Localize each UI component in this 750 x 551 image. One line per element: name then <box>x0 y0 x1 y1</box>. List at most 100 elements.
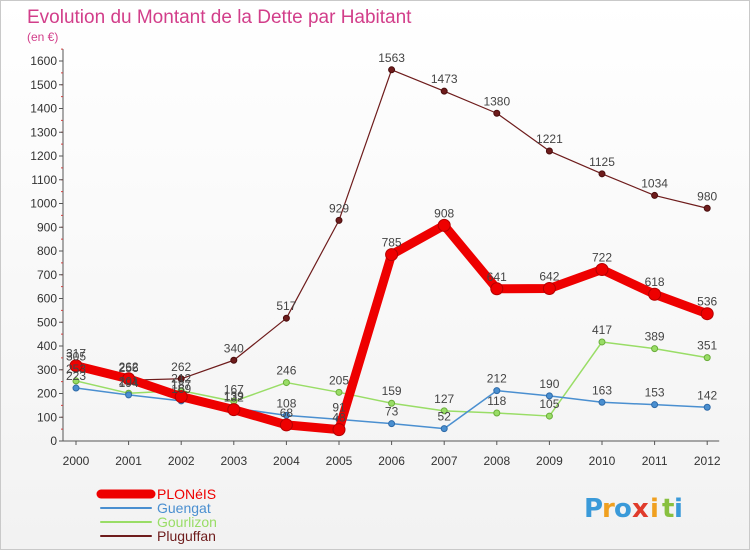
data-label: 1380 <box>483 94 510 108</box>
y-tick-label: 800 <box>37 244 57 258</box>
data-label: 536 <box>697 295 717 309</box>
data-point <box>72 377 80 385</box>
data-label: 246 <box>276 364 296 378</box>
data-point <box>385 248 399 262</box>
data-label: 340 <box>224 341 244 355</box>
data-label: 1473 <box>431 72 458 86</box>
data-point <box>493 387 501 395</box>
data-point <box>122 372 136 386</box>
y-tick-label: 600 <box>37 292 57 306</box>
data-label: 305 <box>66 350 86 364</box>
data-point <box>335 216 343 224</box>
x-tick-label: 2010 <box>589 454 616 468</box>
logo-letter: i <box>674 494 683 524</box>
x-tick-label: 2003 <box>220 454 247 468</box>
data-point <box>545 147 553 155</box>
data-label: 201 <box>119 374 139 388</box>
data-label: 722 <box>592 251 612 265</box>
data-point <box>69 359 83 373</box>
x-tick-label: 2007 <box>431 454 458 468</box>
data-label: 163 <box>592 383 612 397</box>
data-point <box>598 398 606 406</box>
data-label: 153 <box>645 386 665 400</box>
data-label: 929 <box>329 201 349 215</box>
data-label: 118 <box>487 394 506 408</box>
data-label: 980 <box>697 189 717 203</box>
data-point <box>651 401 659 409</box>
x-tick-label: 2000 <box>63 454 90 468</box>
labels-0: 317 262 187 132 68 48 785 908 641 642 722 618 536 <box>66 206 718 424</box>
data-label: 48 <box>332 411 346 425</box>
data-point <box>703 204 711 212</box>
data-label: 253 <box>66 362 86 376</box>
data-point <box>282 314 290 322</box>
data-point <box>493 109 501 117</box>
unit-label: (en €) <box>27 30 58 44</box>
data-point <box>595 263 609 277</box>
y-tick-label: 1500 <box>30 78 57 92</box>
series-0 <box>69 218 714 437</box>
data-label: 142 <box>697 388 717 402</box>
data-point <box>282 379 290 387</box>
data-point <box>440 87 448 95</box>
x-tick-label: 2006 <box>378 454 405 468</box>
series-3 <box>72 66 711 384</box>
data-label: 212 <box>487 372 507 386</box>
x-tick-label: 2001 <box>115 454 142 468</box>
data-point <box>542 282 556 296</box>
data-label: 73 <box>385 405 399 419</box>
data-label: 159 <box>382 384 402 398</box>
data-label: 785 <box>382 236 402 250</box>
data-label: 212 <box>171 372 191 386</box>
data-label: 223 <box>66 369 86 383</box>
data-label: 351 <box>697 339 717 353</box>
logo-letter: t <box>662 494 674 524</box>
data-point <box>598 338 606 346</box>
data-point <box>332 423 346 437</box>
data-point <box>279 418 293 432</box>
x-tick-label: 2004 <box>273 454 300 468</box>
data-point <box>388 399 396 407</box>
data-label: 1563 <box>378 51 405 65</box>
data-point <box>703 354 711 362</box>
data-point <box>125 391 133 399</box>
data-label: 194 <box>119 376 139 390</box>
data-point <box>174 390 188 404</box>
data-label: 618 <box>645 275 665 289</box>
series-line <box>75 69 708 381</box>
data-label: 389 <box>645 330 665 344</box>
data-point <box>490 282 504 296</box>
legend-entry: PLONéIS <box>157 486 216 502</box>
legend-entry: Pluguffan <box>157 528 216 544</box>
data-label: 262 <box>119 360 139 374</box>
data-label: 139 <box>224 389 244 403</box>
data-point <box>700 307 714 321</box>
data-point <box>545 412 553 420</box>
data-label: 908 <box>434 206 454 220</box>
y-tick-label: 300 <box>37 363 57 377</box>
legend-entry: Guengat <box>157 500 211 516</box>
data-point <box>437 218 451 232</box>
data-label: 108 <box>276 396 296 410</box>
data-point <box>651 345 659 353</box>
data-label: 105 <box>539 397 559 411</box>
axes: 0 100 200 300 400 500 600 700 800 900 1000 1100 1200… <box>30 48 721 468</box>
y-tick-label: 0 <box>50 434 57 448</box>
data-point <box>227 403 241 417</box>
x-tick-label: 2008 <box>483 454 510 468</box>
data-point <box>651 191 659 199</box>
data-label: 52 <box>438 410 452 424</box>
data-point <box>388 66 396 74</box>
data-label: 190 <box>539 377 559 391</box>
data-label: 167 <box>224 382 244 396</box>
data-point <box>177 375 185 383</box>
y-tick-label: 200 <box>37 387 57 401</box>
data-point <box>230 356 238 364</box>
data-label: 91 <box>332 400 346 414</box>
x-tick-label: 2005 <box>326 454 353 468</box>
y-tick-label: 1300 <box>30 125 57 139</box>
